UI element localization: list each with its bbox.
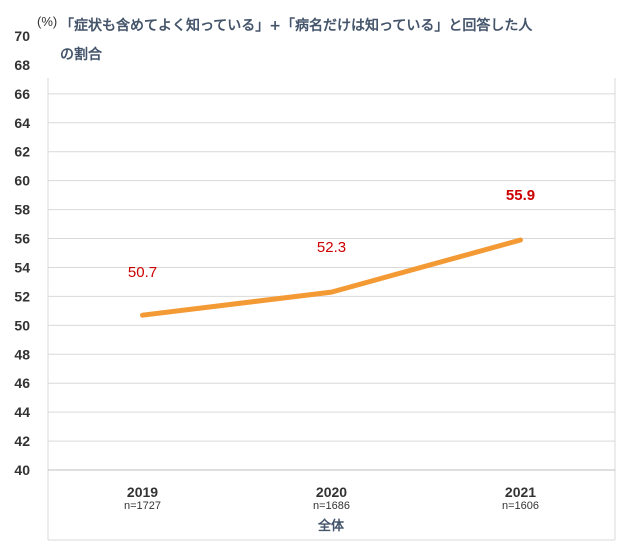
y-tick-label: 70 — [14, 28, 30, 44]
y-tick-label: 46 — [14, 375, 30, 391]
y-tick-label: 60 — [14, 173, 30, 189]
chart-title-line-1: 「症状も含めてよく知っている」+「病名だけは知っている」と回答した人 — [60, 17, 533, 34]
y-axis-unit-label: (%) — [37, 14, 57, 29]
y-tick-label: 64 — [14, 115, 30, 131]
x-category-label: 2021 — [505, 484, 536, 500]
sample-size-label: n=1606 — [502, 500, 539, 512]
y-tick-label: 62 — [14, 144, 30, 160]
series-layer: 50.7 52.3 55.9 — [128, 187, 535, 318]
y-tick-label: 40 — [14, 462, 30, 478]
y-tick-label: 58 — [14, 202, 30, 218]
x-axis-group-label: 全体 — [317, 518, 345, 534]
y-tick-label: 52 — [14, 288, 30, 304]
x-category-label: 2019 — [127, 484, 158, 500]
sample-size-label: n=1686 — [313, 500, 350, 512]
y-tick-label: 50 — [14, 317, 30, 333]
y-tick-label: 56 — [14, 231, 30, 247]
gridlines — [48, 93, 615, 442]
y-tick-label: 42 — [14, 433, 30, 449]
y-tick-label: 68 — [14, 57, 30, 73]
plot-frame — [47, 78, 616, 541]
y-tick-label: 66 — [14, 86, 30, 102]
x-category-label: 2020 — [316, 484, 347, 500]
y-axis-tick-labels: 40 42 44 46 48 50 52 54 56 58 60 62 64 66 68 70 — [14, 28, 30, 478]
sample-size-label: n=1727 — [124, 500, 161, 512]
data-label: 55.9 — [506, 187, 535, 204]
chart-title-line-2: の割合 — [60, 46, 103, 63]
data-label: 52.3 — [317, 239, 346, 256]
y-tick-label: 44 — [14, 404, 30, 420]
y-tick-label: 54 — [14, 259, 30, 275]
series-line — [140, 237, 523, 318]
data-label: 50.7 — [128, 264, 157, 281]
y-tick-label: 48 — [14, 346, 30, 362]
